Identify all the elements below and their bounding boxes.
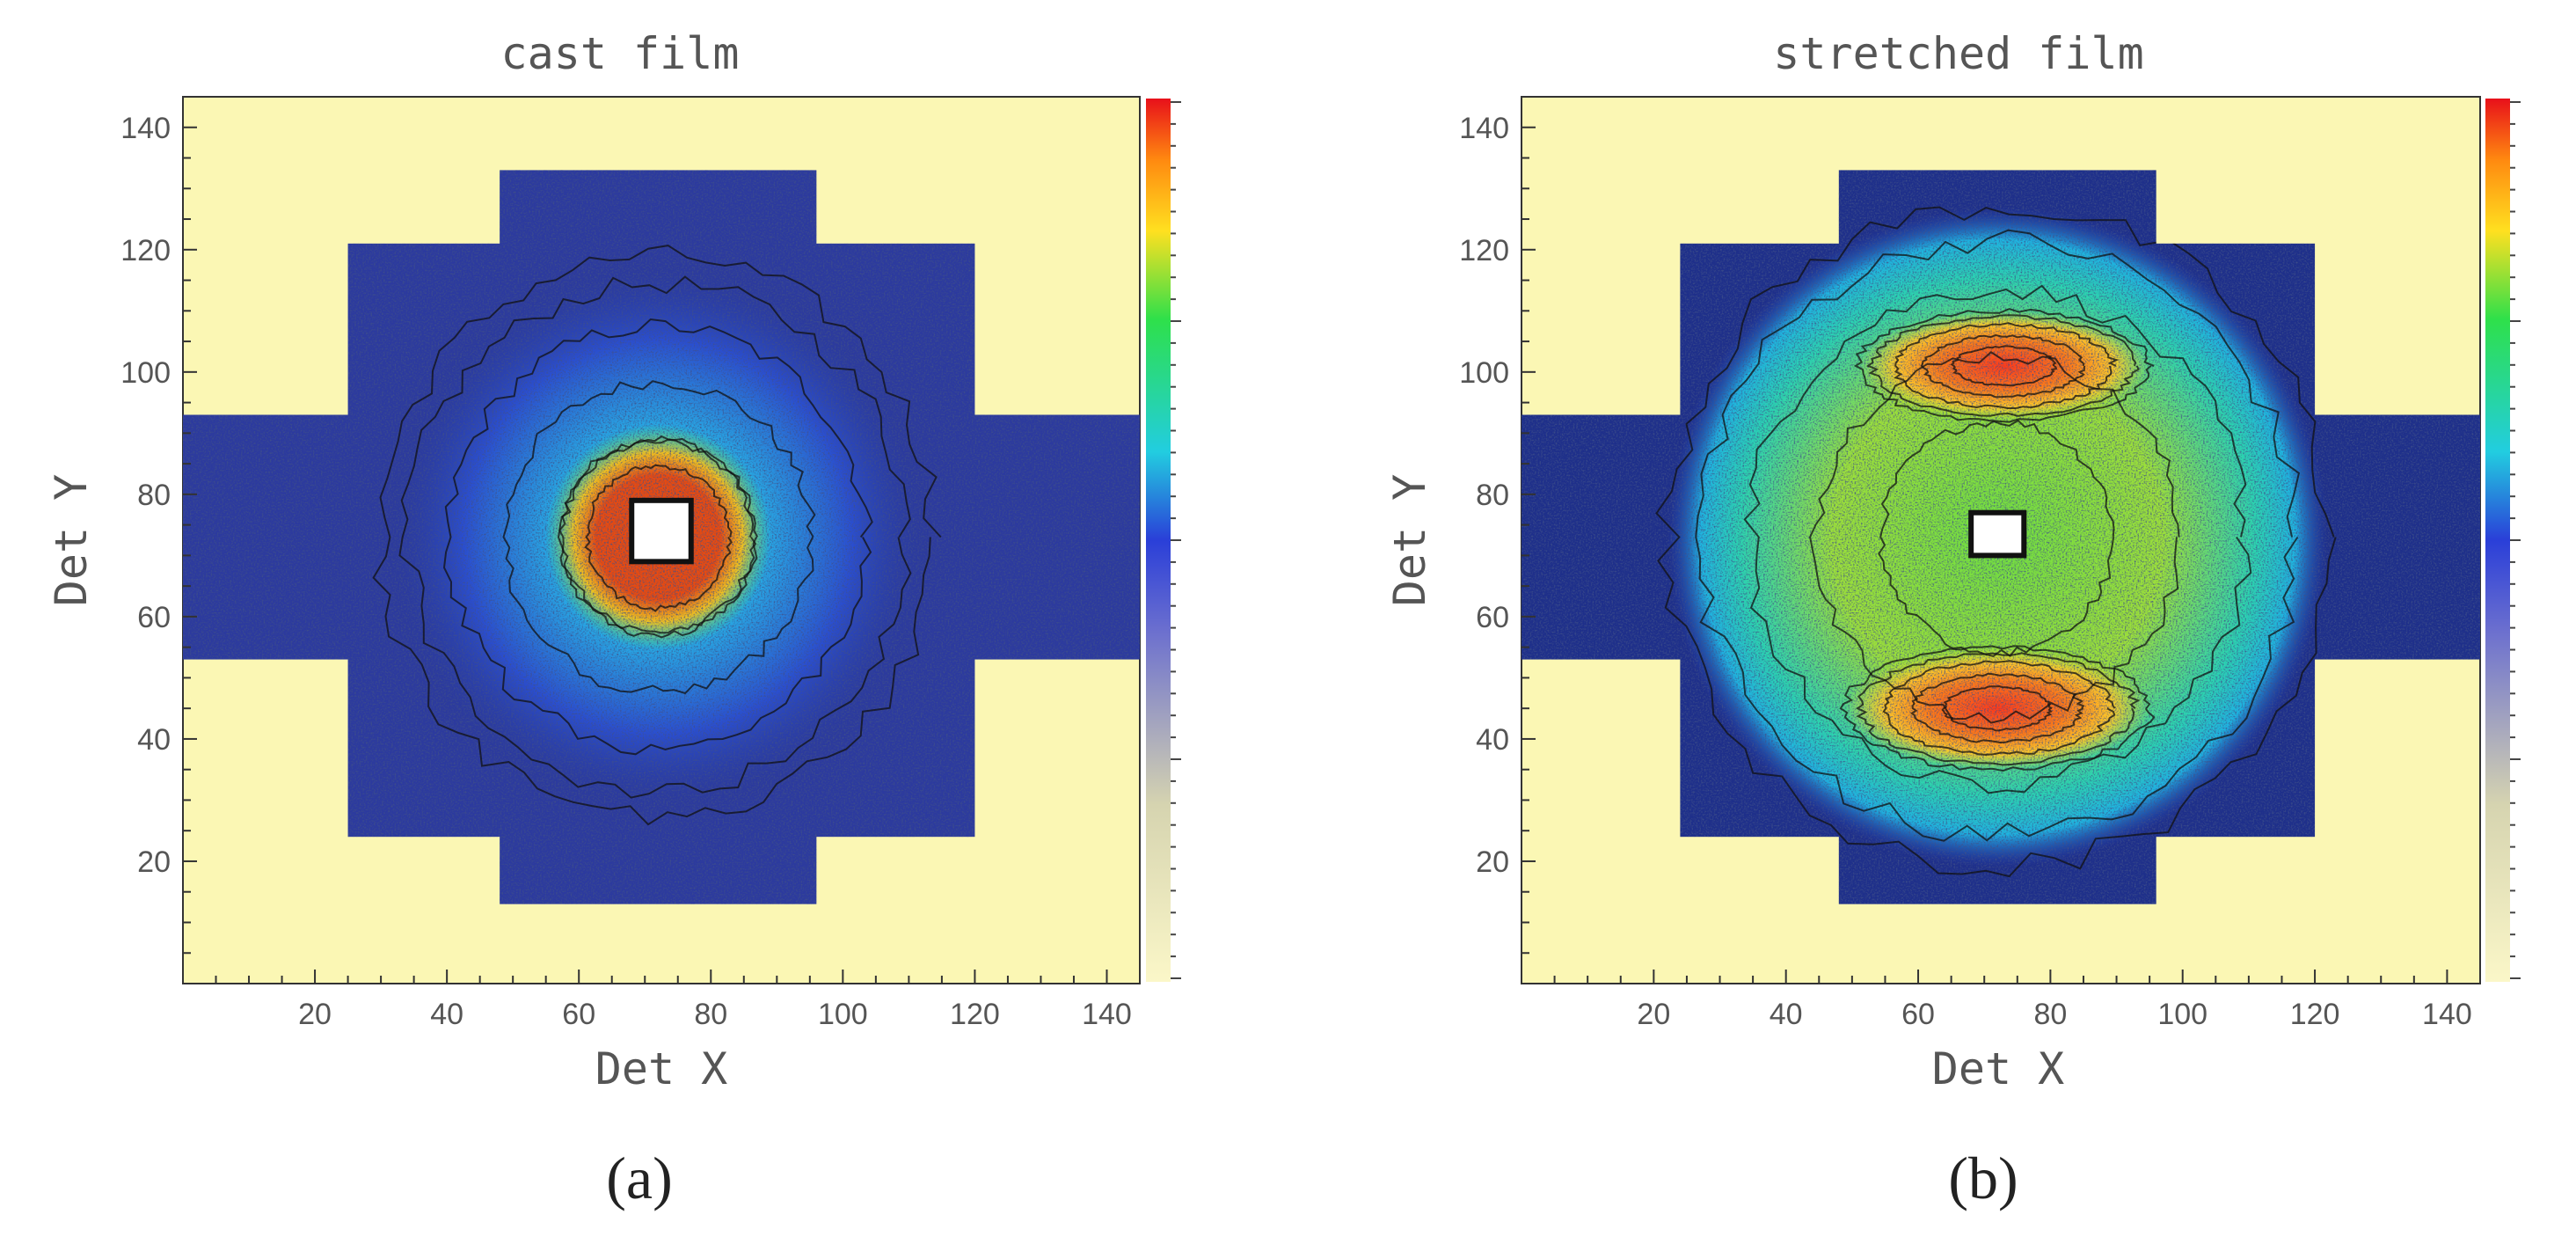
x-tick-label: 100 — [818, 998, 868, 1031]
contour-line — [1809, 351, 2180, 724]
panel-label: (b) — [1948, 1145, 2018, 1211]
y-tick-label: 140 — [120, 112, 171, 145]
x-axis-ticks: 20 40 60 80 100 120 140 — [215, 970, 1132, 1031]
y-axis-ticks: 20 40 60 80 100 120 140 — [120, 112, 197, 955]
contour-line — [1941, 684, 2053, 732]
y-tick-label: 100 — [120, 356, 171, 390]
y-axis-label: Det Y — [46, 474, 97, 607]
chart-title: stretched film — [1773, 28, 2143, 79]
x-tick-label: 20 — [1637, 998, 1670, 1031]
x-tick-label: 80 — [694, 998, 727, 1031]
contour-line — [584, 464, 733, 612]
colorbar — [1146, 99, 1181, 982]
y-tick-label: 60 — [1476, 601, 1509, 634]
x-tick-label: 40 — [430, 998, 463, 1031]
contour-line — [442, 318, 873, 756]
contour-line — [1882, 660, 2116, 756]
x-tick-label: 80 — [2033, 998, 2067, 1031]
contour-line — [1839, 645, 2156, 772]
x-tick-label: 20 — [298, 998, 332, 1031]
x-tick-label: 140 — [2422, 998, 2472, 1031]
x-tick-label: 140 — [1082, 998, 1132, 1031]
y-tick-label: 120 — [1459, 234, 1509, 267]
y-tick-label: 80 — [137, 479, 171, 512]
contour-line — [502, 380, 816, 695]
contour-line — [557, 435, 759, 639]
y-tick-label: 140 — [1459, 112, 1509, 145]
y-tick-label: 100 — [1459, 356, 1509, 390]
x-axis-label: Det X — [1932, 1043, 2065, 1094]
x-axis-label: Det X — [595, 1043, 728, 1094]
y-tick-label: 40 — [137, 723, 171, 757]
x-tick-label: 120 — [2290, 998, 2340, 1031]
contour-line — [1910, 672, 2085, 744]
x-tick-label: 100 — [2157, 998, 2207, 1031]
x-tick-label: 60 — [1901, 998, 1935, 1031]
x-tick-label: 40 — [1770, 998, 1803, 1031]
contour-line — [1878, 419, 2115, 657]
y-axis-ticks: 20 40 60 80 100 120 140 — [1459, 112, 1536, 955]
contour-lines — [1655, 206, 2337, 878]
y-axis-label: Det Y — [1384, 474, 1435, 607]
contour-line — [558, 438, 757, 634]
panel-cast-film: cast film 20 40 60 80 100 120 140 20 40 60 80 100 1… — [46, 28, 1181, 1211]
contour-line — [1743, 284, 2252, 794]
beamstop — [629, 497, 694, 565]
contour-line — [372, 245, 942, 826]
contour-line — [1950, 345, 2057, 387]
y-tick-label: 40 — [1476, 723, 1509, 757]
beamstop — [1968, 509, 2027, 559]
contour-line — [1893, 322, 2120, 409]
y-tick-label: 20 — [1476, 845, 1509, 879]
contour-line — [1920, 333, 2086, 399]
colorbar — [2485, 99, 2521, 982]
contour-line — [1695, 229, 2301, 842]
panel-stretched-film: stretched film 20 40 60 80 100 120 140 20 40 60 8… — [1384, 28, 2521, 1211]
contour-line — [398, 275, 912, 799]
y-tick-label: 120 — [120, 234, 171, 267]
x-tick-label: 60 — [562, 998, 595, 1031]
x-tick-label: 120 — [950, 998, 1000, 1031]
contour-line — [1856, 652, 2141, 766]
contour-line — [1853, 308, 2155, 423]
x-axis-ticks: 20 40 60 80 100 120 140 — [1553, 970, 2472, 1031]
chart-title: cast film — [501, 28, 740, 79]
contour-lines — [372, 245, 942, 826]
panel-label: (a) — [606, 1145, 672, 1211]
y-tick-label: 80 — [1476, 479, 1509, 512]
y-tick-label: 20 — [137, 845, 171, 879]
y-tick-label: 60 — [137, 601, 171, 634]
contour-line — [1865, 314, 2140, 417]
